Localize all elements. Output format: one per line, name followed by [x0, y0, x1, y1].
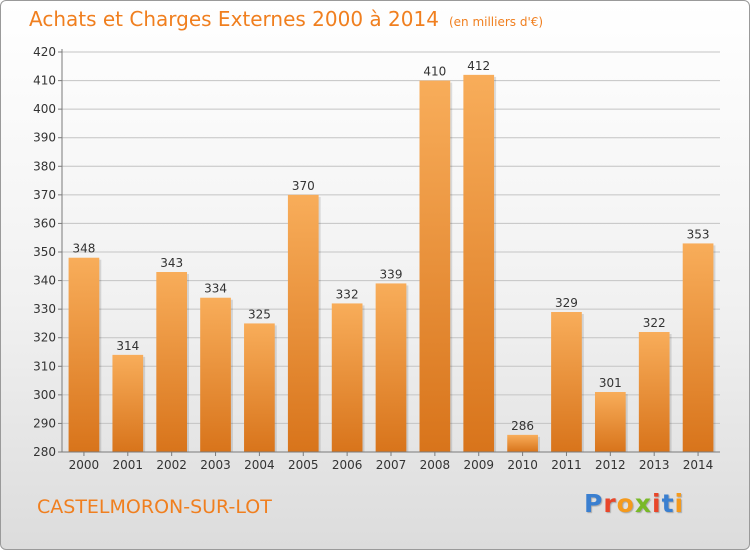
bar-value-label: 325 — [248, 307, 271, 321]
bar — [594, 392, 626, 452]
place-name: CASTELMORON-SUR-LOT — [37, 496, 272, 518]
bar-value-label: 301 — [599, 376, 622, 390]
logo-letter: o — [616, 489, 635, 518]
x-tick-label: 2007 — [376, 458, 407, 472]
bar-value-label: 332 — [336, 287, 359, 301]
logo-letter: r — [603, 489, 617, 518]
logo-letter: i — [674, 489, 685, 518]
bar — [419, 80, 451, 453]
x-tick-label: 2003 — [200, 458, 231, 472]
proxiti-logo: Proxiti — [584, 489, 684, 518]
x-tick-label: 2000 — [69, 458, 100, 472]
y-axis-ticks: 280 290 300 310 320 330 340 350 360 370 380 390 400 4… — [33, 45, 62, 459]
y-tick-label: 380 — [33, 159, 56, 173]
axes — [61, 49, 720, 453]
logo-letter: x — [634, 489, 652, 518]
y-tick-label: 370 — [33, 188, 56, 202]
bar-value-label: 339 — [380, 267, 403, 281]
y-tick-label: 350 — [33, 245, 56, 259]
y-tick-label: 420 — [33, 45, 56, 59]
chart-title-text: Achats et Charges Externes 2000 à 2014 — [29, 7, 439, 31]
x-tick-label: 2001 — [113, 458, 144, 472]
bar — [68, 257, 100, 452]
bar-value-label: 410 — [423, 65, 446, 79]
logo-letter: i — [652, 489, 662, 518]
x-tick-label: 2010 — [507, 458, 538, 472]
x-tick-label: 2011 — [551, 458, 582, 472]
x-tick-label: 2002 — [156, 458, 187, 472]
y-tick-label: 340 — [33, 274, 56, 288]
x-tick-label: 2004 — [244, 458, 275, 472]
bar — [375, 283, 407, 452]
bar-value-label: 314 — [116, 339, 139, 353]
y-tick-label: 360 — [33, 216, 56, 230]
bar-value-label: 334 — [204, 282, 227, 296]
x-tick-label: 2005 — [288, 458, 319, 472]
bar-value-label: 286 — [511, 419, 534, 433]
bar — [331, 303, 363, 452]
y-tick-label: 300 — [33, 388, 56, 402]
bar — [682, 243, 714, 452]
x-tick-label: 2008 — [420, 458, 451, 472]
bar — [112, 354, 144, 452]
bar — [287, 194, 319, 452]
bar — [156, 272, 188, 452]
y-tick-label: 320 — [33, 331, 56, 345]
y-tick-label: 280 — [33, 445, 56, 459]
y-tick-label: 330 — [33, 302, 56, 316]
x-tick-label: 2014 — [683, 458, 714, 472]
y-tick-label: 390 — [33, 131, 56, 145]
bar — [551, 312, 582, 452]
bar-value-label: 329 — [555, 296, 578, 310]
bar-value-label: 412 — [467, 59, 490, 73]
bar-value-label: 353 — [687, 227, 710, 241]
x-tick-label: 2013 — [639, 458, 670, 472]
y-tick-label: 290 — [33, 416, 56, 430]
chart-title: Achats et Charges Externes 2000 à 2014 (e… — [29, 7, 543, 31]
x-tick-label: 2012 — [595, 458, 626, 472]
bar-value-label: 322 — [643, 316, 666, 330]
bar — [507, 434, 538, 452]
x-tick-label: 2006 — [332, 458, 363, 472]
y-tick-label: 410 — [33, 74, 56, 88]
x-axis-ticks: 2000 2001 2002 2003 2004 2005 2006 2007 2008 2009… — [69, 452, 714, 472]
bar — [200, 297, 231, 452]
bar-value-label: 348 — [72, 242, 95, 256]
bars: 348 314 343 334 325 370 332 339 410 412 286 329 301 3… — [68, 59, 716, 453]
bar — [244, 323, 275, 452]
logo-letter: t — [661, 489, 675, 518]
bar — [463, 74, 495, 452]
bar — [638, 332, 670, 452]
y-tick-label: 400 — [33, 102, 56, 116]
chart-subtitle: (en milliers d'€) — [448, 15, 544, 29]
x-tick-label: 2009 — [463, 458, 494, 472]
y-tick-label: 310 — [33, 359, 56, 373]
bar-value-label: 343 — [160, 256, 183, 270]
bar-value-label: 370 — [292, 179, 315, 193]
logo-letter: P — [584, 489, 604, 518]
